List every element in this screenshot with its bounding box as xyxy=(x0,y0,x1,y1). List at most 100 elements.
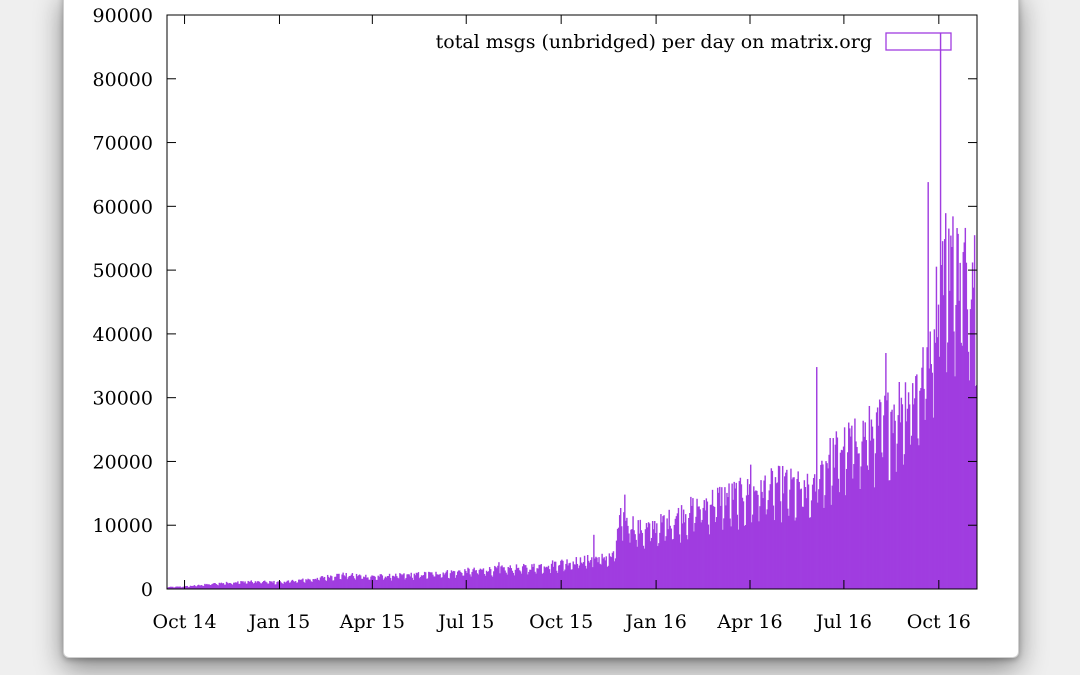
daily-bar xyxy=(775,483,778,589)
daily-bar xyxy=(952,216,954,590)
daily-bar xyxy=(320,576,323,589)
daily-bar xyxy=(398,578,400,589)
daily-bar xyxy=(831,485,833,589)
daily-bar xyxy=(591,557,593,589)
daily-bar xyxy=(520,573,523,589)
daily-bar xyxy=(774,477,777,589)
daily-bar xyxy=(953,331,955,589)
daily-bar xyxy=(913,404,915,589)
daily-bar xyxy=(967,351,970,589)
daily-bar xyxy=(553,561,556,589)
daily-bar xyxy=(556,570,558,589)
daily-bar xyxy=(357,575,360,589)
daily-bar xyxy=(855,441,857,589)
daily-bar xyxy=(571,569,573,589)
daily-bar xyxy=(851,425,853,589)
daily-bar xyxy=(941,241,944,589)
daily-bar xyxy=(902,464,905,589)
daily-bar xyxy=(564,569,566,589)
daily-bar xyxy=(942,295,945,589)
y-tick-label: 50000 xyxy=(93,260,153,282)
daily-bar xyxy=(202,586,204,589)
daily-bar xyxy=(225,581,228,589)
daily-bar xyxy=(395,573,397,589)
daily-bar xyxy=(424,572,427,589)
daily-bar xyxy=(630,529,632,589)
daily-bar xyxy=(256,581,259,589)
daily-bar xyxy=(642,545,645,589)
daily-bar xyxy=(188,586,191,589)
daily-bar xyxy=(364,577,366,589)
daily-bar xyxy=(686,535,688,589)
daily-bar xyxy=(810,500,813,589)
daily-bar xyxy=(767,500,769,589)
daily-bar xyxy=(515,564,518,589)
daily-bar xyxy=(742,501,745,589)
daily-bar xyxy=(195,586,198,589)
daily-bar xyxy=(321,576,324,589)
daily-bar xyxy=(392,575,395,589)
daily-bar xyxy=(881,452,883,589)
y-tick-label: 0 xyxy=(141,579,153,601)
daily-bar xyxy=(808,517,811,589)
daily-bar xyxy=(819,479,821,589)
daily-bar xyxy=(205,584,207,589)
daily-bar xyxy=(705,498,708,589)
daily-bar xyxy=(783,493,785,589)
daily-bar xyxy=(737,529,740,589)
daily-bar xyxy=(570,569,572,589)
daily-bar xyxy=(960,342,962,589)
daily-bar xyxy=(322,577,325,589)
daily-bar xyxy=(329,577,331,589)
daily-bar xyxy=(287,580,290,589)
y-tick-label: 60000 xyxy=(93,196,153,218)
daily-bar xyxy=(859,489,861,589)
daily-bar xyxy=(216,584,218,589)
daily-bar xyxy=(581,563,584,589)
daily-bar xyxy=(352,576,355,589)
daily-bar xyxy=(785,472,787,589)
daily-bar xyxy=(736,514,739,589)
daily-bar xyxy=(265,581,267,589)
daily-bar xyxy=(386,576,389,589)
daily-bar xyxy=(778,466,781,589)
daily-bar xyxy=(712,506,715,589)
daily-bar xyxy=(238,583,240,589)
daily-bar xyxy=(421,575,424,589)
daily-bar xyxy=(706,501,709,589)
daily-bar xyxy=(573,564,575,589)
daily-bar xyxy=(266,582,268,589)
daily-bar xyxy=(770,468,773,589)
daily-bar xyxy=(305,579,307,589)
daily-bar xyxy=(434,576,436,589)
daily-bar xyxy=(174,587,176,589)
daily-bar xyxy=(780,522,783,589)
daily-bar xyxy=(676,513,679,589)
daily-bar xyxy=(950,235,952,589)
daily-bar xyxy=(455,575,458,589)
daily-bar xyxy=(497,565,499,589)
daily-bar xyxy=(714,522,717,589)
daily-bar xyxy=(467,567,469,589)
daily-bar xyxy=(196,585,199,589)
daily-bar xyxy=(416,573,419,589)
daily-bar xyxy=(406,574,408,589)
daily-bar xyxy=(439,573,441,589)
daily-bar xyxy=(760,480,762,589)
daily-bar xyxy=(300,579,302,589)
daily-bar xyxy=(464,569,466,589)
daily-bar xyxy=(554,561,557,589)
daily-bar xyxy=(572,561,574,589)
daily-bar xyxy=(910,435,913,589)
daily-bar xyxy=(716,487,719,589)
daily-bar xyxy=(566,559,568,589)
daily-bar xyxy=(330,575,332,589)
daily-bar xyxy=(529,569,531,589)
daily-bar xyxy=(868,405,871,589)
daily-bar xyxy=(919,390,921,589)
daily-bar xyxy=(437,574,439,589)
daily-bar xyxy=(506,574,508,589)
message-volume-chart: 0 10000 20000 30000 40000 50000 60000 70000 8000… xyxy=(93,5,978,633)
daily-bar xyxy=(531,564,533,589)
daily-bar xyxy=(897,415,899,589)
